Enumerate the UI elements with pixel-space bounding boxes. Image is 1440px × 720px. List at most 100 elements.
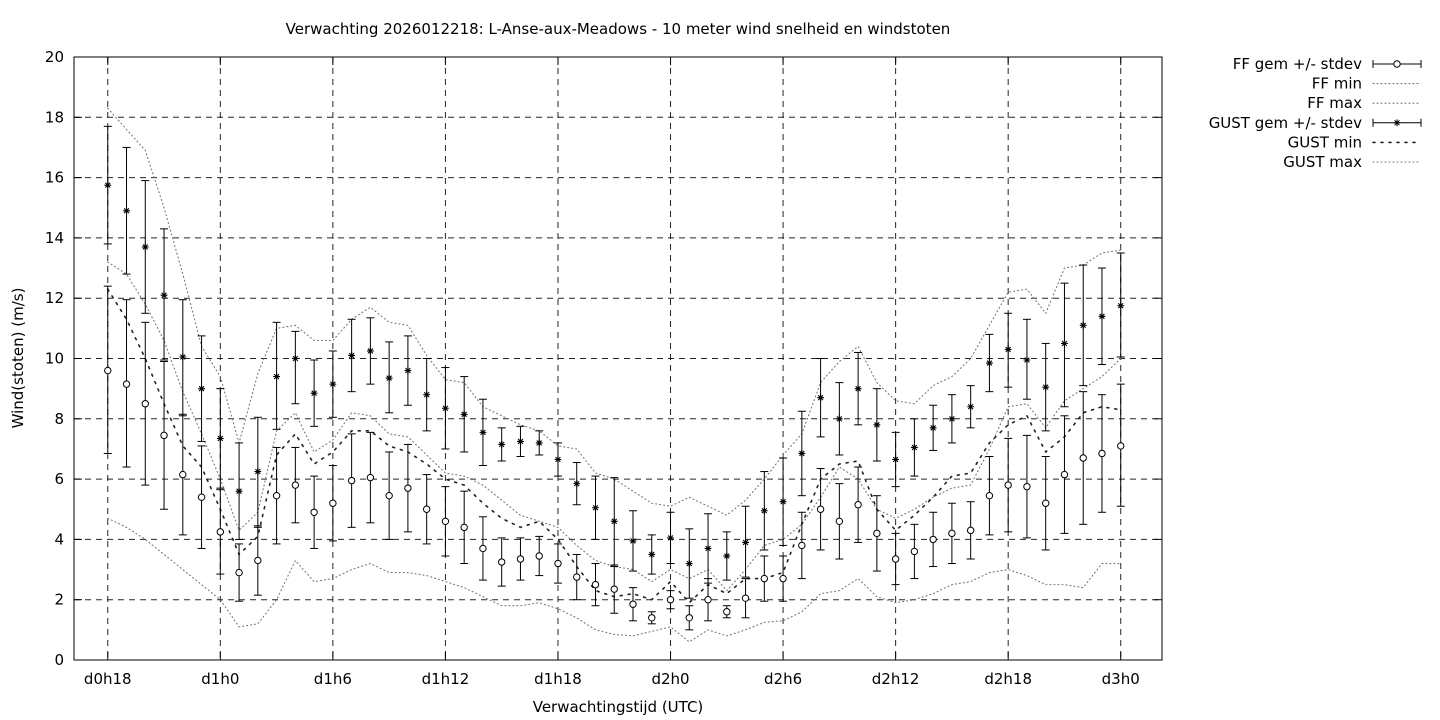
point-gust-gem-stdev <box>1042 383 1050 391</box>
point-gust-gem-stdev <box>967 403 975 411</box>
point-ff-gem-stdev <box>272 491 281 500</box>
y-tick-label: 10 <box>45 350 64 368</box>
point-ff-gem-stdev <box>573 573 581 581</box>
point-ff-gem-stdev <box>1117 442 1125 450</box>
point-gust-gem-stdev <box>742 539 749 546</box>
point-gust-gem-stdev <box>873 421 881 429</box>
point-ff-gem-stdev <box>910 547 919 556</box>
x-tick-label: d1h6 <box>314 670 352 688</box>
point-gust-gem-stdev <box>704 545 712 552</box>
point-gust-gem-stdev <box>892 456 900 463</box>
point-ff-gem-stdev <box>1098 449 1106 458</box>
point-ff-gem-stdev <box>347 476 356 485</box>
y-tick-labels: 0 2 4 6 8 10 12 14 16 18 20 <box>45 48 64 669</box>
point-gust-gem-stdev <box>442 404 449 412</box>
point-ff-gem-stdev <box>948 529 956 538</box>
point-gust-gem-stdev <box>835 415 843 423</box>
point-gust-gem-stdev <box>198 385 205 393</box>
grid-lines <box>74 57 1162 660</box>
point-gust-gem-stdev <box>986 359 993 367</box>
x-tick-label: d3h0 <box>1102 670 1140 688</box>
x-tick-label: d2h6 <box>764 670 802 688</box>
y-tick-label: 18 <box>45 108 64 126</box>
point-ff-gem-stdev <box>741 594 750 602</box>
point-ff-gem-stdev <box>141 400 149 408</box>
point-gust-gem-stdev <box>1098 312 1106 320</box>
y-tick-label: 0 <box>54 651 64 669</box>
y-axis-label: Wind(stoten) (m/s) <box>9 288 27 429</box>
point-gust-gem-stdev <box>798 450 806 457</box>
point-gust-gem-stdev <box>141 243 149 251</box>
chart-title: Verwachting 2026012218: L-Anse-aux-Meado… <box>286 20 951 38</box>
point-ff-gem-stdev <box>479 544 487 553</box>
point-ff-gem-stdev <box>441 517 450 526</box>
x-tick-labels: d0h18 d1h0 d1h6 d1h12 d1h18 d2h0 d2h6 d2h12 d2h1… <box>84 670 1140 688</box>
point-ff-gem-stdev <box>385 491 393 500</box>
point-ff-gem-stdev <box>179 470 187 479</box>
point-gust-gem-stdev <box>685 560 693 567</box>
point-ff-gem-stdev <box>723 608 731 616</box>
point-ff-gem-stdev <box>685 614 693 622</box>
point-ff-gem-stdev <box>122 380 131 388</box>
point-ff-gem-stdev <box>329 499 337 507</box>
point-gust-gem-stdev <box>291 355 299 362</box>
x-tick-label: d2h12 <box>872 670 920 688</box>
point-ff-gem-stdev <box>779 574 787 583</box>
point-ff-gem-stdev <box>816 505 825 513</box>
point-ff-gem-stdev <box>160 431 168 440</box>
point-gust-gem-stdev <box>179 353 187 361</box>
x-tick-label: d0h18 <box>84 670 132 688</box>
y-tick-label: 16 <box>45 169 64 187</box>
y-tick-label: 12 <box>45 289 64 307</box>
point-gust-gem-stdev <box>366 347 374 355</box>
point-ff-gem-stdev <box>629 600 637 608</box>
legend-label: GUST gem +/- stdev <box>1209 114 1362 132</box>
point-gust-gem-stdev <box>160 291 168 299</box>
point-gust-gem-stdev <box>910 444 918 451</box>
point-gust-gem-stdev <box>385 374 393 382</box>
legend-marker <box>1393 60 1401 68</box>
series-line-ff-max <box>107 261 1122 592</box>
point-ff-gem-stdev <box>104 366 112 375</box>
point-gust-gem-stdev <box>498 441 506 448</box>
point-gust-gem-stdev <box>273 373 280 380</box>
point-ff-gem-stdev <box>554 559 562 568</box>
point-gust-gem-stdev <box>479 428 487 436</box>
point-ff-gem-stdev <box>966 526 975 535</box>
y-tick-label: 14 <box>45 229 64 247</box>
point-gust-gem-stdev <box>854 385 862 393</box>
point-ff-gem-stdev <box>254 556 262 565</box>
point-ff-gem-stdev <box>835 517 844 526</box>
point-gust-gem-stdev <box>235 487 243 495</box>
series-line-ff-min <box>107 517 1122 643</box>
point-ff-gem-stdev <box>798 541 806 550</box>
point-ff-gem-stdev <box>460 523 468 532</box>
point-gust-gem-stdev <box>592 504 599 512</box>
series-line-gust-max <box>107 107 1122 516</box>
point-ff-gem-stdev <box>666 596 675 604</box>
errorbar-gust-gem-stdev <box>291 330 300 405</box>
point-gust-gem-stdev <box>404 367 412 374</box>
point-ff-gem-stdev <box>873 529 881 538</box>
point-ff-gem-stdev <box>197 493 206 501</box>
point-ff-gem-stdev <box>854 501 862 509</box>
point-ff-gem-stdev <box>216 528 225 536</box>
point-gust-gem-stdev <box>1061 340 1068 347</box>
legend-label: FF max <box>1307 94 1362 112</box>
legend-marker <box>1393 119 1401 127</box>
point-ff-gem-stdev <box>610 585 618 593</box>
x-tick-label: d1h0 <box>201 670 239 688</box>
point-gust-gem-stdev <box>254 468 262 475</box>
point-gust-gem-stdev <box>648 551 656 558</box>
point-ff-gem-stdev <box>235 568 243 577</box>
point-ff-gem-stdev <box>929 535 937 544</box>
point-gust-gem-stdev <box>573 480 581 488</box>
y-tick-label: 20 <box>45 48 64 66</box>
point-gust-gem-stdev <box>216 434 224 442</box>
point-gust-gem-stdev <box>535 439 543 447</box>
point-gust-gem-stdev <box>329 380 337 388</box>
point-gust-gem-stdev <box>423 391 431 399</box>
point-gust-gem-stdev <box>779 498 787 506</box>
